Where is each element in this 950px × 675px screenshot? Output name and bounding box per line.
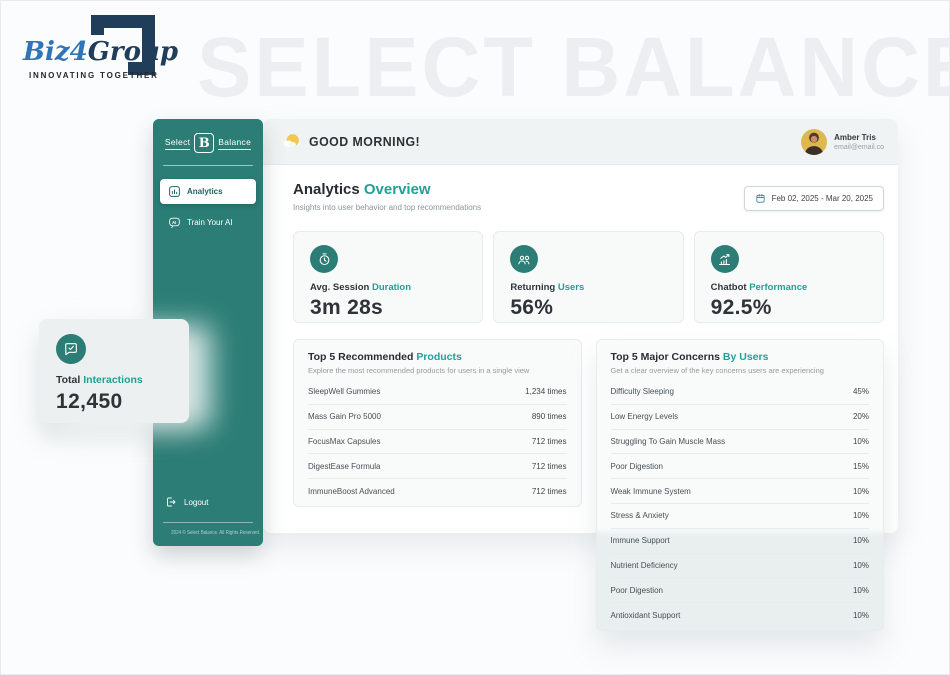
concerns-table-title: Top 5 Major Concerns By Users <box>610 351 769 363</box>
content-area: Analytics Overview Insights into user be… <box>263 165 898 631</box>
major-concerns-card: Top 5 Major Concerns By Users Get a clea… <box>595 339 884 631</box>
stat-value: 92.5% <box>710 296 772 319</box>
table-row: FocusMax Capsules 712 times <box>308 430 567 455</box>
logout-icon <box>165 496 177 508</box>
date-range-picker[interactable]: Feb 02, 2025 - Mar 20, 2025 <box>743 186 884 211</box>
main-panel: GOOD MORNING! Amber Tris email@email.co <box>263 119 898 631</box>
page-subtitle: Insights into user behavior and top reco… <box>293 203 482 212</box>
calendar-icon <box>755 193 766 204</box>
sidebar-nav: Analytics AI Train Your AI <box>153 179 263 235</box>
users-icon <box>510 245 539 273</box>
table-row: ImmuneBoost Advanced 712 times <box>308 487 567 497</box>
ai-chat-icon: AI <box>168 216 181 229</box>
chat-check-icon <box>56 334 86 364</box>
avatar[interactable] <box>801 128 828 155</box>
table-row: Struggling To Gain Muscle Mass 10% <box>610 430 869 455</box>
brand-name: Biz4Group <box>23 37 179 67</box>
user-chip[interactable]: Amber Tris email@email.co <box>801 128 890 155</box>
total-interactions-card: Total Interactions 12,450 <box>39 319 189 423</box>
watermark-text: SELECT BALANCE <box>197 20 950 114</box>
select-balance-logo: Select B Balance <box>153 119 263 153</box>
stat-card-chatbot-performance: Chatbot Performance 92.5% <box>693 231 884 323</box>
sidebar-item-label: Analytics <box>187 187 223 196</box>
logout-label: Logout <box>184 497 209 507</box>
svg-text:AI: AI <box>172 220 176 225</box>
user-email: email@email.co <box>834 143 884 151</box>
analytics-icon <box>168 185 181 198</box>
stat-cards: Avg. Session Duration 3m 28s Returning <box>293 231 884 323</box>
logo-bracket-shape <box>91 15 155 75</box>
table-row: Difficulty Sleeping 45% <box>610 380 869 405</box>
user-name: Amber Tris <box>834 132 876 142</box>
date-range-label: Feb 02, 2025 - Mar 20, 2025 <box>771 194 873 203</box>
topbar: GOOD MORNING! Amber Tris email@email.co <box>263 119 898 165</box>
table-row: Mass Gain Pro 5000 890 times <box>308 405 567 430</box>
sun-cloud-icon <box>281 132 301 152</box>
sidebar-item-label: Train Your AI <box>187 218 233 227</box>
stat-value: 3m 28s <box>310 296 384 319</box>
table-row: Low Energy Levels 20% <box>610 405 869 430</box>
balance-b-monogram: B <box>194 133 215 153</box>
recommended-products-card: Top 5 Recommended Products Explore the m… <box>293 339 582 507</box>
table-row: Immune Support 10% <box>610 529 869 554</box>
sidebar-divider <box>163 165 253 166</box>
sidebar-item-analytics[interactable]: Analytics <box>160 179 256 204</box>
table-row: Antioxidant Support 10% <box>610 611 870 621</box>
table-row: Nutrient Deficiency 10% <box>610 554 869 579</box>
logout-button[interactable]: Logout <box>163 490 253 514</box>
table-row: Poor Digestion 10% <box>610 578 869 604</box>
total-interactions-value: 12,450 <box>56 390 123 413</box>
stat-label: Avg. Session Duration <box>310 282 412 293</box>
copyright-text: 2024 © Select Balance. All Rights Reserv… <box>171 530 261 536</box>
table-row: Poor Digestion 15% <box>610 454 869 480</box>
clock-icon <box>310 245 338 273</box>
sidebar-divider <box>163 522 253 523</box>
total-interactions-label: Total Interactions <box>56 374 143 386</box>
growth-icon <box>710 245 739 273</box>
stat-label: Returning Users <box>510 282 585 293</box>
products-table-title: Top 5 Recommended Products <box>308 351 462 363</box>
stat-card-session-duration: Avg. Session Duration 3m 28s <box>293 231 484 323</box>
stat-card-returning-users: Returning Users 56% <box>493 231 684 323</box>
greeting-text: GOOD MORNING! <box>309 134 421 149</box>
table-row: SleepWell Gummies 1,234 times <box>308 380 567 405</box>
table-row: DigestEase Formula 712 times <box>308 454 567 480</box>
table-row: Stress & Anxiety 10% <box>610 504 869 529</box>
biz4group-logo: Biz4Group INNOVATING TOGETHER <box>23 13 183 91</box>
table-row: Weak Immune System 10% <box>610 479 869 504</box>
stat-label: Chatbot Performance <box>710 282 808 293</box>
stat-value: 56% <box>510 296 554 319</box>
page-title: Analytics Overview <box>293 181 431 198</box>
concerns-table-subtitle: Get a clear overview of the key concerns… <box>610 366 824 375</box>
sidebar-item-train-your-ai[interactable]: AI Train Your AI <box>160 210 256 235</box>
products-table-subtitle: Explore the most recommended products fo… <box>308 366 530 375</box>
brand-tagline: INNOVATING TOGETHER <box>29 71 159 80</box>
